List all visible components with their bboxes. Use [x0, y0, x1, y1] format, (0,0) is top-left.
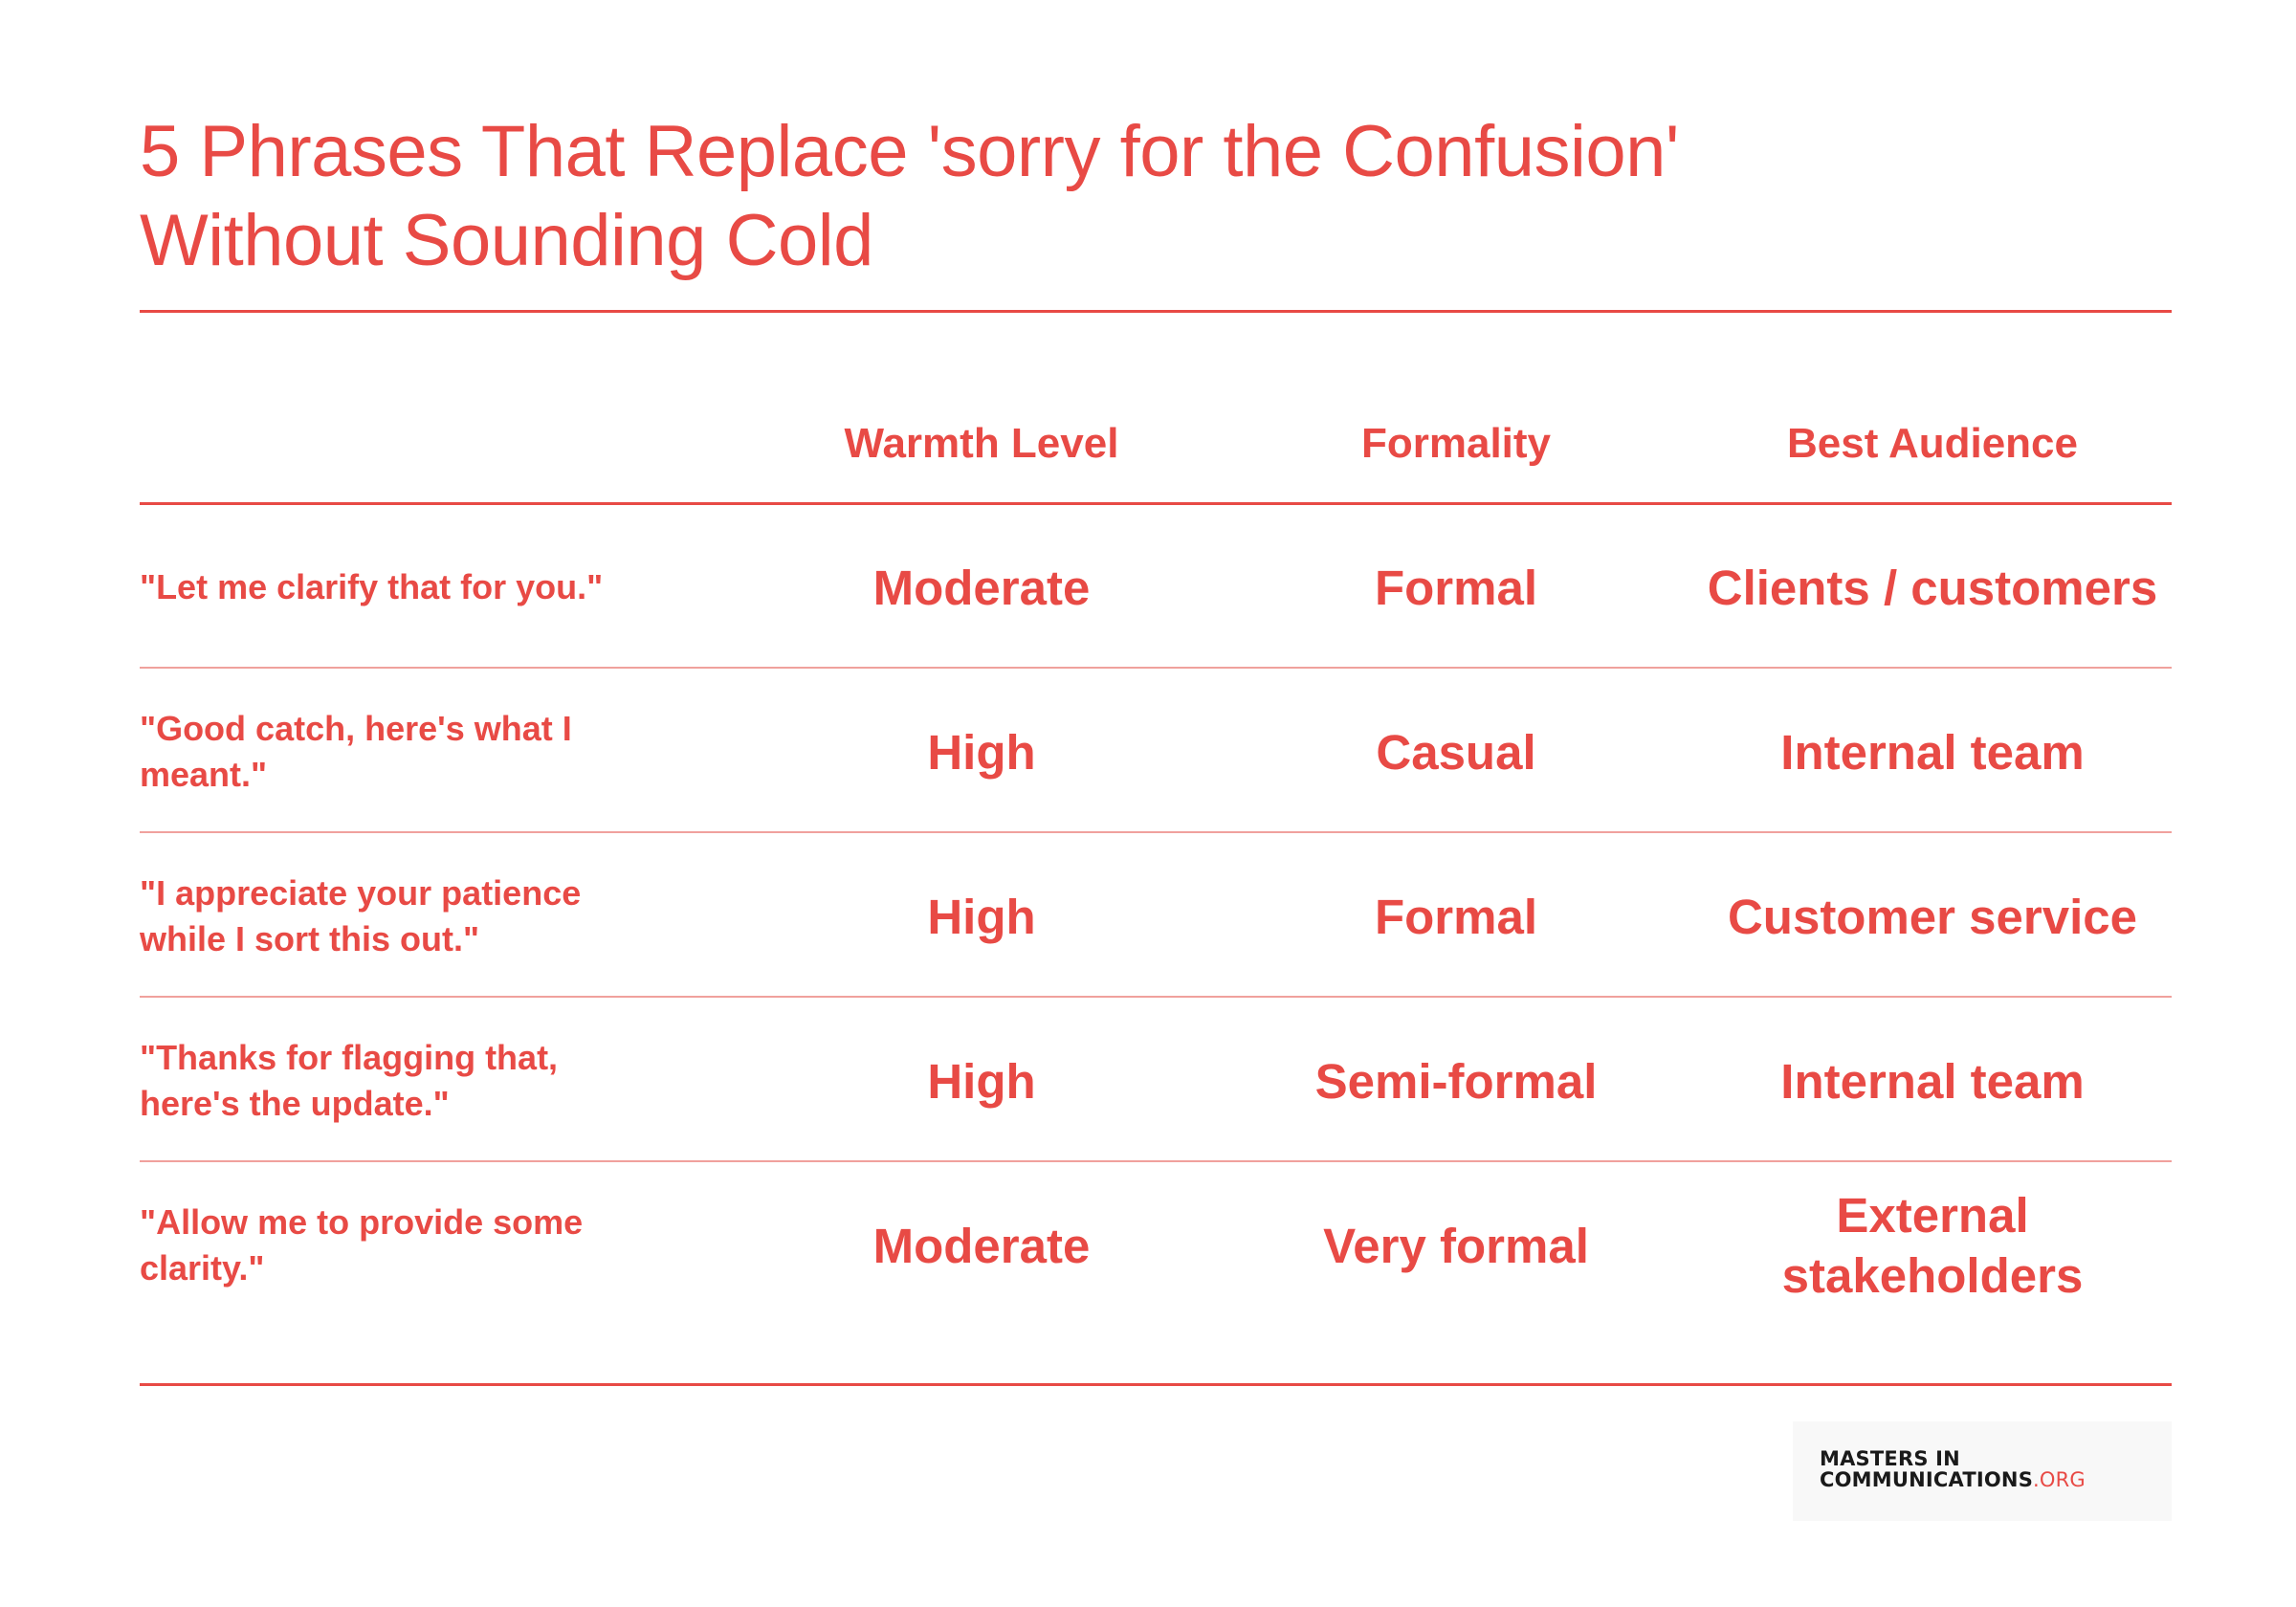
row-1-warmth-text: Moderate — [872, 560, 1091, 615]
header-divider — [140, 502, 2172, 505]
logo-line-1: MASTERS IN — [1820, 1447, 1960, 1470]
header-warmth-level: Warmth Level — [844, 420, 1119, 467]
row-divider — [140, 831, 2172, 833]
row-2-phrase-text: "Good catch, here's what I meant." — [140, 709, 572, 794]
logo-line-2-suffix: .ORG — [2033, 1468, 2086, 1491]
row-5-audience-text: External stakeholders — [1781, 1188, 2084, 1303]
row-3-warmth-text: High — [927, 889, 1036, 944]
row-1-formality-text: Formal — [1374, 560, 1538, 615]
row-5-formality-text: Very formal — [1323, 1218, 1589, 1273]
row-1-formality: Formal — [1265, 522, 1647, 652]
row-2-audience: Internal team — [1699, 687, 2166, 817]
row-3-phrase-text: "I appreciate your patience while I sort… — [140, 873, 582, 958]
row-4-warmth-text: High — [927, 1053, 1036, 1109]
row-1-audience: Clients / customers — [1699, 522, 2166, 652]
row-2-formality-text: Casual — [1376, 724, 1536, 780]
row-3-audience-text: Customer service — [1727, 889, 2138, 944]
row-3-audience: Customer service — [1699, 851, 2166, 981]
row-4-warmth: High — [790, 1016, 1173, 1146]
row-5-warmth-text: Moderate — [872, 1218, 1091, 1273]
header-best-audience: Best Audience — [1786, 420, 2078, 467]
logo-line-2-main: COMMUNICATIONS — [1820, 1468, 2034, 1491]
row-4-formality: Semi-formal — [1265, 1016, 1647, 1146]
row-2-audience-text: Internal team — [1780, 724, 2085, 780]
row-5-phrase-text: "Allow me to provide some clarity." — [140, 1202, 584, 1288]
row-4-formality-text: Semi-formal — [1314, 1053, 1598, 1109]
row-2-formality: Casual — [1265, 687, 1647, 817]
row-3-formality: Formal — [1265, 851, 1647, 981]
logo-line-2: COMMUNICATIONS.ORG — [1820, 1469, 2172, 1490]
row-4-phrase-text: "Thanks for flagging that, here's the up… — [140, 1038, 559, 1123]
row-5-formality: Very formal — [1265, 1180, 1647, 1310]
page-title-line-1: 5 Phrases That Replace 'sorry for the Co… — [140, 111, 1679, 192]
header-formality: Formality — [1360, 420, 1552, 467]
row-3-formality-text: Formal — [1374, 889, 1538, 944]
page-title: 5 Phrases That Replace 'sorry for the Co… — [140, 107, 2053, 285]
row-2-warmth: High — [790, 687, 1173, 817]
row-divider — [140, 1160, 2172, 1162]
title-divider — [140, 310, 2172, 313]
row-divider — [140, 667, 2172, 669]
table-bottom-divider — [140, 1383, 2172, 1386]
row-5-warmth: Moderate — [790, 1180, 1173, 1310]
row-1-phrase-text: "Let me clarify that for you." — [140, 567, 604, 606]
row-4-phrase: "Thanks for flagging that, here's the up… — [140, 1016, 637, 1146]
row-5-audience: External stakeholders — [1699, 1180, 2166, 1310]
row-1-warmth: Moderate — [790, 522, 1173, 652]
row-2-warmth-text: High — [927, 724, 1036, 780]
row-4-audience-text: Internal team — [1780, 1053, 2085, 1109]
row-1-phrase: "Let me clarify that for you." — [140, 522, 637, 652]
page-title-line-2: Without Sounding Cold — [140, 200, 873, 281]
row-divider — [140, 996, 2172, 998]
row-2-phrase: "Good catch, here's what I meant." — [140, 687, 637, 817]
row-1-audience-text: Clients / customers — [1707, 560, 2158, 615]
row-3-warmth: High — [790, 851, 1173, 981]
row-3-phrase: "I appreciate your patience while I sort… — [140, 851, 637, 981]
row-4-audience: Internal team — [1699, 1016, 2166, 1146]
mastersincommunications-logo: MASTERS IN COMMUNICATIONS.ORG — [1793, 1421, 2172, 1521]
row-5-phrase: "Allow me to provide some clarity." — [140, 1180, 637, 1310]
